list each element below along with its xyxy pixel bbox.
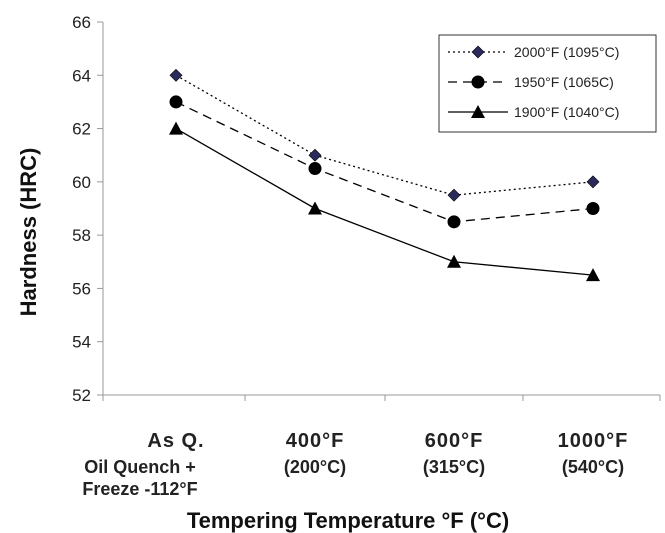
series-diamond [169,68,600,202]
legend-marker [471,75,485,89]
x-category-sublabel: (200°C) [284,457,346,477]
x-category-label: As Q. [147,430,204,452]
axes [102,22,661,401]
x-category-labels: As Q. Oil Quench +Freeze -112°F 400°F (200°… [82,430,629,499]
series-circle [169,95,600,229]
y-tick-label: 52 [72,386,91,405]
legend-item: 1900°F (1040°C) [448,104,619,120]
y-tick-label: 58 [72,226,91,245]
series-triangle [169,121,600,282]
legend: 2000°F (1095°C) 1950°F (1065C) 1900°F (104… [438,34,657,133]
y-tick-label: 60 [72,173,91,192]
x-category-label: 400°F [286,430,345,452]
x-axis-title: Tempering Temperature °F (°C) [187,508,509,533]
legend-item: 2000°F (1095°C) [448,44,619,60]
x-category-sublabel: Oil Quench + [84,457,196,477]
y-tick-label: 54 [72,333,91,352]
data-point [447,215,461,229]
x-category-label: 1000°F [558,430,629,452]
legend-label: 1900°F (1040°C) [514,104,619,120]
legend-label: 2000°F (1095°C) [514,44,619,60]
data-point [586,175,600,189]
legend-marker [471,45,485,59]
data-point [308,162,322,176]
series-line [175,101,594,223]
data-point [308,201,322,215]
data-point [169,68,183,82]
data-point [169,121,183,135]
x-category-label: 600°F [425,430,484,452]
data-point [447,188,461,202]
y-tick-label: 62 [72,120,91,139]
data-point [308,148,322,162]
data-point [586,268,600,282]
x-category-sublabel: (315°C) [423,457,485,477]
series-group [169,68,600,282]
legend-label: 1950°F (1065C) [514,74,614,90]
y-ticks: 52 54 56 58 60 62 64 66 [72,13,103,405]
legend-item: 1950°F (1065C) [448,74,614,90]
data-point [586,202,600,215]
legend-marker [471,105,485,118]
y-tick-label: 66 [72,13,91,32]
data-point [447,254,461,268]
series-line [175,128,594,276]
x-category-sublabel: Freeze -112°F [82,479,197,499]
x-category-sublabel: (540°C) [562,457,624,477]
y-axis-title: Hardness (HRC) [16,148,41,317]
data-point [169,95,183,109]
y-tick-label: 56 [72,279,91,298]
y-tick-label: 64 [72,66,91,85]
series-line [175,74,594,196]
